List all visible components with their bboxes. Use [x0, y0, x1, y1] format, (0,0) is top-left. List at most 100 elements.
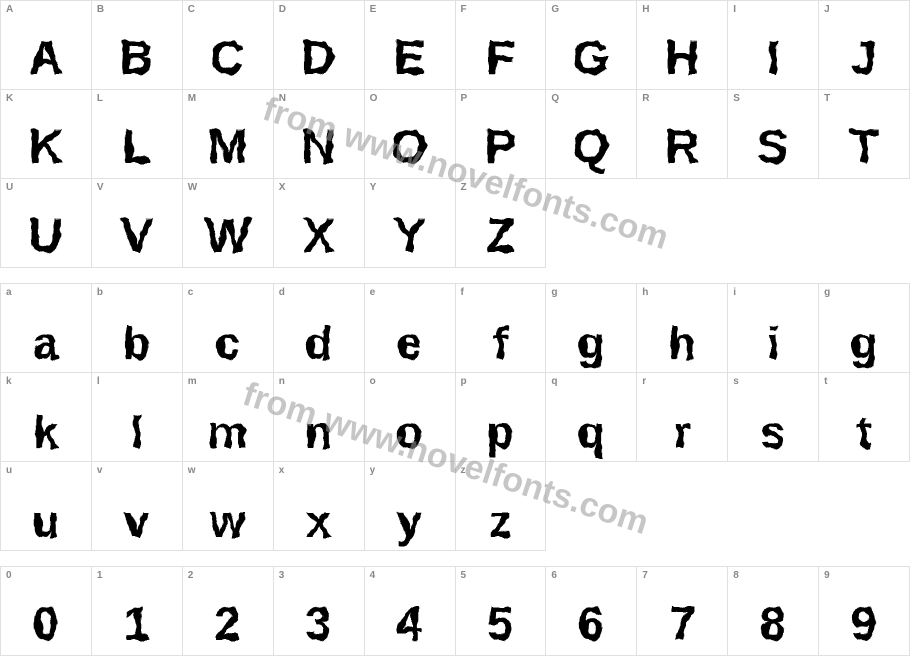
uppercase-cell: XX [274, 179, 365, 268]
lowercase-glyph: m [183, 409, 273, 455]
lowercase-glyph: r [637, 409, 727, 455]
lowercase-glyph: l [92, 409, 182, 455]
lowercase-cell: ww [183, 462, 274, 551]
lowercase-cell: nn [274, 373, 365, 462]
uppercase-cell: JJ [819, 1, 910, 90]
lowercase-glyph: y [365, 498, 455, 544]
lowercase-label: i [733, 287, 736, 298]
digit-label: 3 [279, 570, 285, 581]
digit-label: 0 [6, 570, 12, 581]
lowercase-cell: aa [1, 284, 92, 373]
lowercase-label: h [642, 287, 648, 298]
digit-label: 9 [824, 570, 830, 581]
lowercase-glyph: e [365, 320, 455, 366]
lowercase-glyph: g [819, 320, 909, 366]
digit-glyph: 4 [365, 601, 455, 649]
uppercase-glyph: G [546, 35, 636, 83]
uppercase-glyph: W [183, 213, 273, 261]
uppercase-cell: YY [365, 179, 456, 268]
uppercase-label: F [461, 4, 467, 15]
uppercase-cell: TT [819, 90, 910, 179]
lowercase-cell: ff [456, 284, 547, 373]
digit-cell: 44 [365, 567, 456, 656]
uppercase-glyph: Q [546, 124, 636, 172]
uppercase-cell: VV [92, 179, 183, 268]
lowercase-grid: aabbccddeeffgghhiiggkkllmmnnooppqqrrsstt… [0, 283, 910, 551]
uppercase-glyph: R [637, 124, 727, 172]
uppercase-glyph: A [1, 35, 91, 83]
uppercase-glyph: V [92, 213, 182, 261]
lowercase-cell: bb [92, 284, 183, 373]
uppercase-glyph: J [819, 35, 909, 83]
lowercase-glyph: z [456, 498, 546, 544]
digit-cell: 00 [1, 567, 92, 656]
uppercase-glyph: C [183, 35, 273, 83]
uppercase-cell: PP [456, 90, 547, 179]
lowercase-glyph: o [365, 409, 455, 455]
uppercase-cell: UU [1, 179, 92, 268]
uppercase-label: T [824, 93, 830, 104]
lowercase-label: f [461, 287, 464, 298]
lowercase-cell: hh [637, 284, 728, 373]
lowercase-label: n [279, 376, 285, 387]
lowercase-label: l [97, 376, 100, 387]
uppercase-label: D [279, 4, 286, 15]
uppercase-label: C [188, 4, 195, 15]
lowercase-label: b [97, 287, 103, 298]
uppercase-label: K [6, 93, 13, 104]
uppercase-label: P [461, 93, 468, 104]
uppercase-cell: GG [546, 1, 637, 90]
lowercase-glyph: n [274, 409, 364, 455]
uppercase-glyph: M [183, 124, 273, 172]
uppercase-cell: DD [274, 1, 365, 90]
digit-cell: 88 [728, 567, 819, 656]
lowercase-label: p [461, 376, 467, 387]
digit-cell: 22 [183, 567, 274, 656]
lowercase-glyph: i [728, 320, 818, 366]
uppercase-label: I [733, 4, 736, 15]
digit-glyph: 6 [546, 601, 636, 649]
uppercase-glyph: Z [456, 213, 546, 261]
lowercase-label: g [551, 287, 557, 298]
uppercase-glyph: O [365, 124, 455, 172]
uppercase-label: M [188, 93, 196, 104]
lowercase-label: s [733, 376, 739, 387]
digit-cell: 33 [274, 567, 365, 656]
uppercase-label: S [733, 93, 740, 104]
digit-label: 6 [551, 570, 557, 581]
uppercase-section: AABBCCDDEEFFGGHHIIJJKKLLMMNNOOPPQQRRSSTT… [0, 0, 911, 268]
uppercase-label: W [188, 182, 197, 193]
uppercase-cell: CC [183, 1, 274, 90]
uppercase-label: G [551, 4, 559, 15]
lowercase-label: e [370, 287, 376, 298]
digit-cell: 11 [92, 567, 183, 656]
lowercase-cell: kk [1, 373, 92, 462]
lowercase-glyph: f [456, 320, 546, 366]
uppercase-cell: NN [274, 90, 365, 179]
uppercase-glyph: L [92, 124, 182, 172]
uppercase-glyph: Y [365, 213, 455, 261]
uppercase-cell: OO [365, 90, 456, 179]
lowercase-glyph: p [456, 409, 546, 455]
digit-glyph: 8 [728, 601, 818, 649]
lowercase-cell: gg [819, 284, 910, 373]
digit-cell: 55 [456, 567, 547, 656]
lowercase-glyph: w [183, 498, 273, 544]
lowercase-label: w [188, 465, 196, 476]
uppercase-glyph: F [456, 35, 546, 83]
lowercase-label: m [188, 376, 197, 387]
uppercase-cell: KK [1, 90, 92, 179]
uppercase-label: B [97, 4, 104, 15]
uppercase-cell: BB [92, 1, 183, 90]
digit-glyph: 9 [819, 601, 909, 649]
lowercase-glyph: a [1, 320, 91, 366]
uppercase-cell: LL [92, 90, 183, 179]
digits-section: 00112233445566778899 [0, 566, 911, 656]
uppercase-cell: EE [365, 1, 456, 90]
lowercase-label: q [551, 376, 557, 387]
uppercase-glyph: P [456, 124, 546, 172]
lowercase-cell: ll [92, 373, 183, 462]
digit-label: 1 [97, 570, 103, 581]
lowercase-cell: gg [546, 284, 637, 373]
uppercase-glyph: K [1, 124, 91, 172]
